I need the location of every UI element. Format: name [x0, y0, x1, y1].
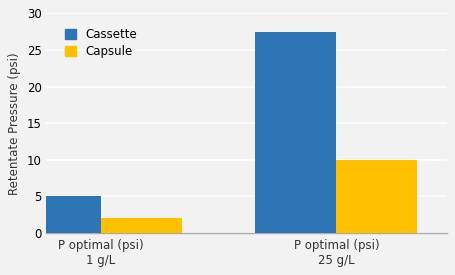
Bar [336, 160, 417, 233]
Legend: Cassette, Capsule: Cassette, Capsule [60, 24, 142, 63]
Bar [20, 196, 101, 233]
Bar [256, 32, 336, 233]
Bar [101, 218, 182, 233]
Y-axis label: Retentate Pressure (psi): Retentate Pressure (psi) [8, 52, 21, 194]
